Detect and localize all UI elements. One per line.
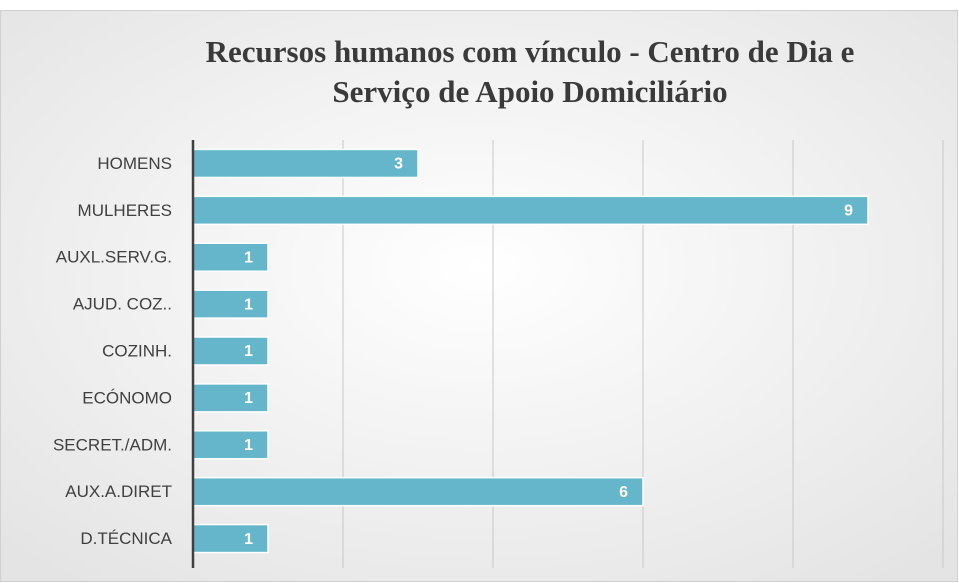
y-tick-label: AJUD. COZ.. bbox=[73, 295, 172, 314]
bar bbox=[192, 383, 269, 413]
data-label: 1 bbox=[244, 390, 253, 407]
bar bbox=[192, 242, 269, 272]
data-label: 1 bbox=[244, 296, 253, 313]
data-label: 1 bbox=[244, 437, 253, 454]
y-tick-label: AUXL.SERV.G. bbox=[56, 248, 172, 267]
y-tick-label: COZINH. bbox=[102, 341, 172, 360]
data-label: 6 bbox=[619, 484, 628, 501]
bar bbox=[192, 148, 419, 179]
bar bbox=[192, 430, 269, 460]
y-tick-label: ECÓNOMO bbox=[82, 388, 172, 407]
bar bbox=[192, 289, 269, 319]
bar bbox=[192, 476, 644, 507]
y-tick-label: D.TÉCNICA bbox=[80, 529, 172, 548]
data-label: 1 bbox=[244, 531, 253, 548]
bar bbox=[192, 336, 269, 366]
y-tick-label: HOMENS bbox=[97, 154, 172, 173]
data-label: 9 bbox=[844, 203, 853, 220]
y-tick-label: MULHERES bbox=[78, 201, 172, 220]
data-label: 3 bbox=[394, 156, 403, 173]
bar bbox=[192, 523, 269, 554]
y-tick-label: AUX.A.DIRET bbox=[65, 482, 172, 501]
bar bbox=[192, 195, 869, 226]
data-label: 1 bbox=[244, 343, 253, 360]
data-label: 1 bbox=[244, 249, 253, 266]
y-tick-label: SECRET./ADM. bbox=[53, 435, 172, 454]
chart-title: Recursos humanos com vínculo - Centro de… bbox=[205, 34, 855, 109]
